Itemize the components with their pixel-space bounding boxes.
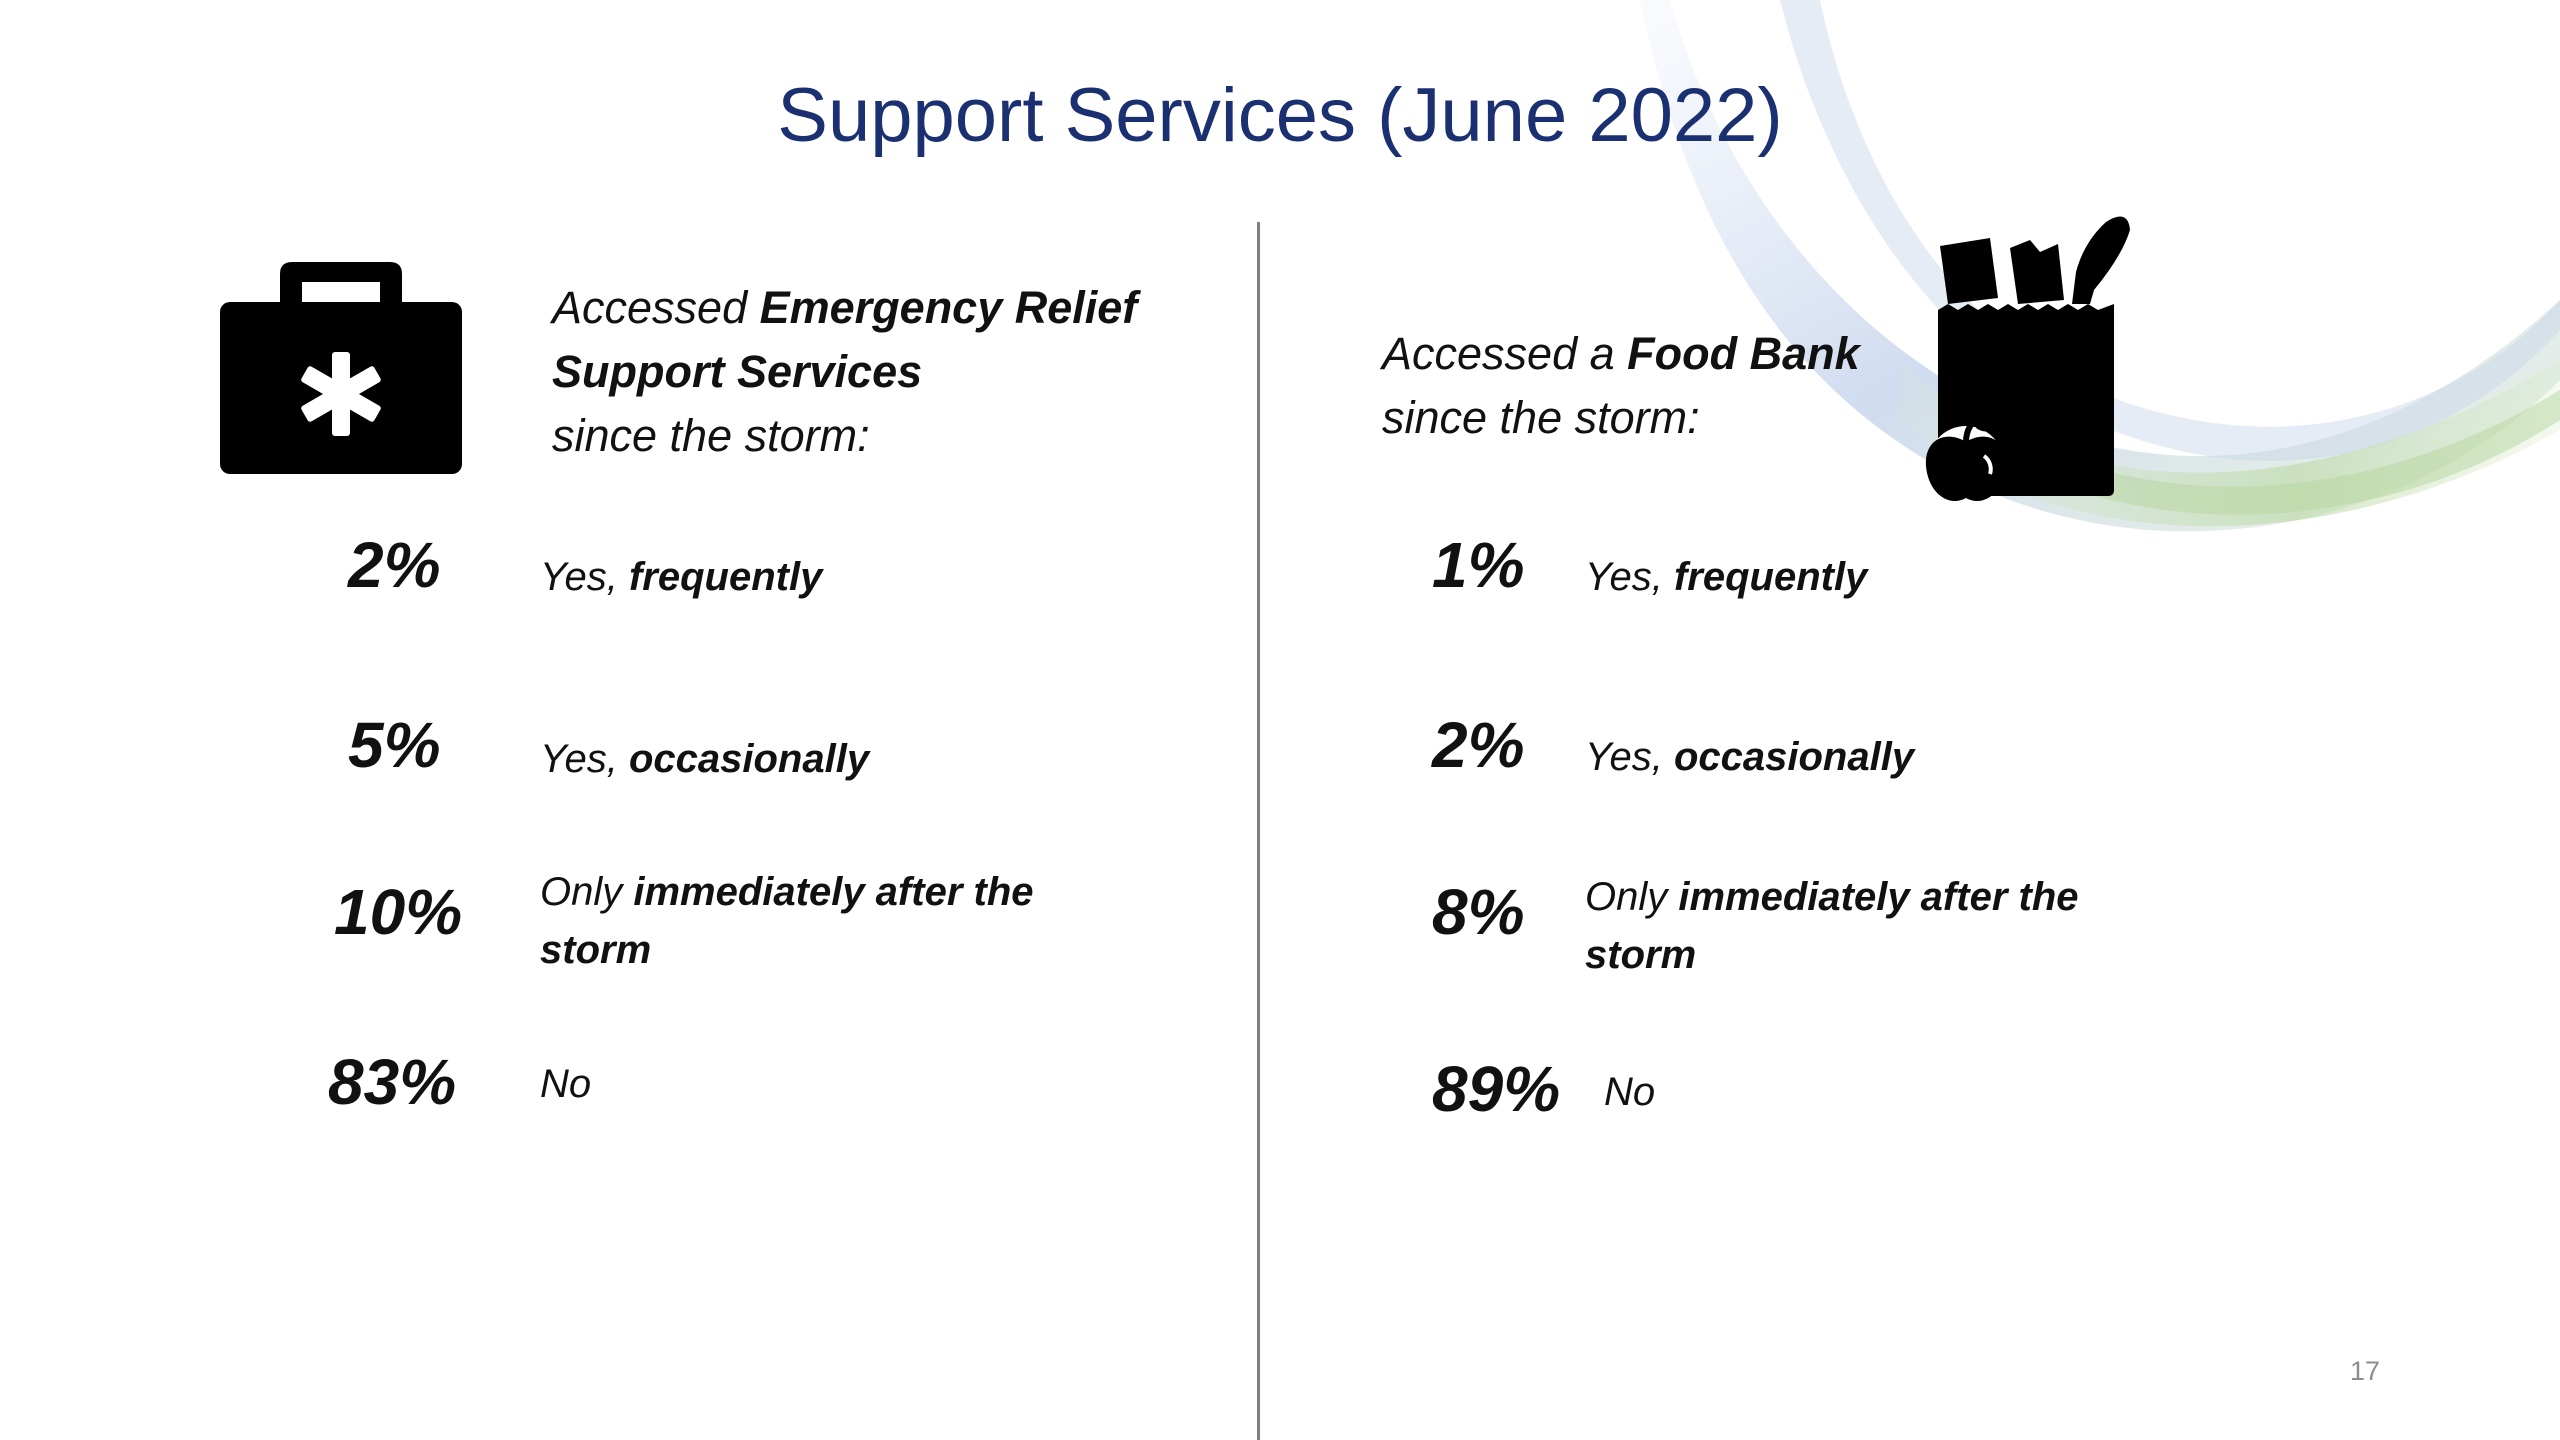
left-label-4: No bbox=[540, 1055, 1100, 1113]
right-label-1-plain: Yes, bbox=[1585, 555, 1674, 599]
left-label-1-bold: frequently bbox=[628, 555, 823, 599]
slide-title: Support Services (June 2022) bbox=[777, 73, 1783, 158]
right-label-4-plain: No bbox=[1604, 1070, 1656, 1114]
right-label-2-bold: occasionally bbox=[1673, 735, 1915, 779]
left-label-2-plain: Yes, bbox=[540, 737, 629, 781]
left-label-2-bold: occasionally bbox=[628, 737, 870, 781]
left-label-1: Yes, frequently bbox=[540, 548, 1100, 606]
left-value-3: 10% bbox=[334, 876, 463, 948]
left-label-3-bold: immediately after the storm bbox=[540, 870, 1034, 972]
left-label-1-plain: Yes, bbox=[540, 555, 629, 599]
right-label-1-bold: frequently bbox=[1673, 555, 1868, 599]
right-label-1: Yes, frequently bbox=[1585, 548, 2145, 606]
left-label-3: Only immediately after the storm bbox=[540, 863, 1100, 979]
right-label-2-plain: Yes, bbox=[1585, 735, 1674, 779]
page-number: 17 bbox=[2349, 1356, 2380, 1386]
right-intro-prefix: Accessed a bbox=[1382, 328, 1628, 379]
right-value-4: 89% bbox=[1432, 1053, 1561, 1125]
right-label-3-bold: immediately after the storm bbox=[1585, 875, 2079, 977]
right-value-3: 8% bbox=[1432, 876, 1525, 948]
left-value-4: 83% bbox=[328, 1046, 457, 1118]
left-intro-prefix: Accessed bbox=[552, 282, 760, 333]
right-value-2: 2% bbox=[1432, 709, 1525, 781]
left-intro-suffix: since the storm: bbox=[552, 410, 870, 461]
right-intro-bold: Food Bank bbox=[1627, 328, 1860, 379]
left-label-2: Yes, occasionally bbox=[540, 730, 1100, 788]
grocery-bag-icon bbox=[1925, 216, 2130, 502]
column-divider bbox=[1257, 222, 1260, 1440]
left-value-2: 5% bbox=[348, 709, 441, 781]
right-label-3: Only immediately after the storm bbox=[1585, 868, 2145, 984]
left-intro: Accessed Emergency Relief Support Servic… bbox=[552, 276, 1172, 468]
left-value-1: 2% bbox=[348, 529, 441, 601]
right-label-4: No bbox=[1604, 1063, 2144, 1121]
left-label-4-plain: No bbox=[540, 1062, 592, 1106]
right-label-2: Yes, occasionally bbox=[1585, 728, 2145, 786]
right-intro: Accessed a Food Bank since the storm: bbox=[1382, 322, 1902, 450]
left-label-3-plain: Only bbox=[540, 870, 634, 914]
right-intro-suffix: since the storm: bbox=[1382, 392, 1700, 443]
first-aid-kit-icon bbox=[220, 262, 462, 474]
right-label-3-plain: Only bbox=[1585, 875, 1679, 919]
left-intro-bold: Emergency Relief Support Services bbox=[552, 282, 1138, 397]
right-value-1: 1% bbox=[1432, 529, 1525, 601]
